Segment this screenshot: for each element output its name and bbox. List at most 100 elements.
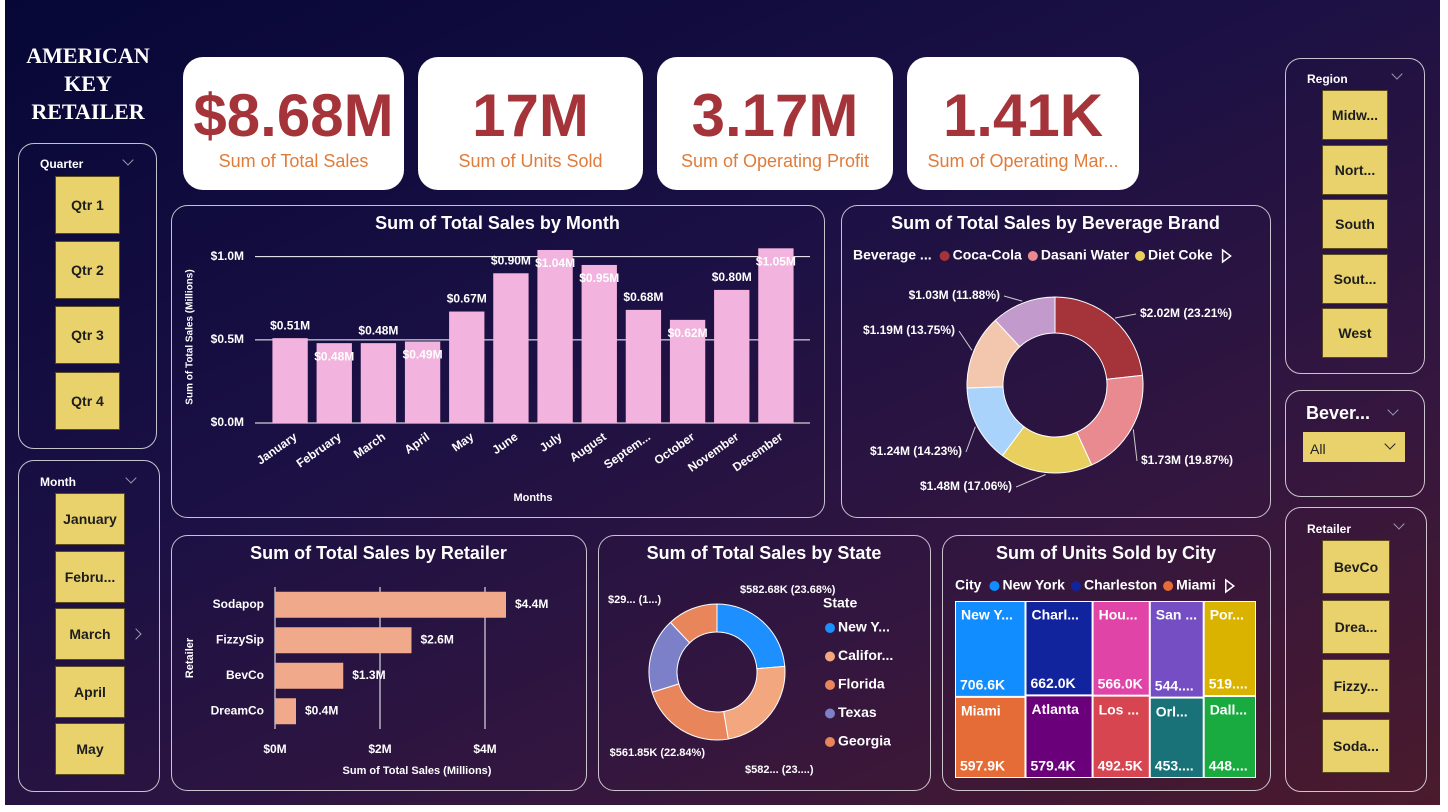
data-label: $0.68M <box>623 290 663 304</box>
kpi-card: 3.17M Sum of Operating Profit <box>657 57 893 190</box>
y-axis-title: Retailer <box>184 637 196 678</box>
kpi-card: $8.68M Sum of Total Sales <box>183 57 404 190</box>
bar <box>625 309 662 423</box>
slicer-button[interactable]: Qtr 3 <box>55 306 120 364</box>
cell-label: Atlanta <box>1031 701 1079 717</box>
slicer-button[interactable]: Nort... <box>1322 145 1388 195</box>
x-tick-label: July <box>537 429 565 454</box>
data-label: $1.05M <box>756 254 796 268</box>
slicer-title: Retailer <box>1307 522 1352 536</box>
bar <box>272 338 308 423</box>
data-label: $0.80M <box>712 270 752 284</box>
slicer-button[interactable]: Drea... <box>1322 600 1390 654</box>
treemap-cell <box>1026 696 1092 777</box>
x-axis-title: Months <box>513 492 552 504</box>
cell-value: 544.... <box>1155 677 1194 693</box>
treemap-cell <box>1150 602 1203 697</box>
data-label: $0.90M <box>491 253 531 267</box>
slicer-title: Quarter <box>40 157 84 171</box>
data-label: $561.85K (22.84%) <box>610 747 706 759</box>
legend-item: Florida <box>838 676 885 692</box>
data-label: $1.19M (13.75%) <box>863 323 955 337</box>
cell-value: 662.0K <box>1030 675 1075 691</box>
cell-value: 492.5K <box>1098 758 1143 774</box>
x-tick-label: $4M <box>473 742 496 756</box>
legend-swatch <box>825 708 835 719</box>
legend-item: Texas <box>838 704 877 720</box>
legend-item: Georgia <box>838 733 891 749</box>
chart-panel <box>942 535 1271 791</box>
title-line: KEY <box>64 71 112 96</box>
data-label: $1.73M (19.87%) <box>1141 453 1233 467</box>
data-label: $0.67M <box>447 292 487 306</box>
kpi-label: Sum of Operating Mar... <box>927 151 1119 171</box>
slicer-button[interactable]: Febru... <box>55 551 125 603</box>
x-tick-label: $2M <box>368 742 391 756</box>
data-label: $1.04M <box>535 256 575 270</box>
legend-swatch <box>825 680 835 690</box>
bar <box>275 591 506 618</box>
slicer-button[interactable]: March <box>55 608 125 660</box>
cell-label: Miami <box>961 703 1001 719</box>
cell-value: 706.6K <box>960 677 1005 693</box>
slicer-button[interactable]: BevCo <box>1322 540 1390 594</box>
slicer-button[interactable]: Sout... <box>1322 254 1388 304</box>
y-axis-title: Sum of Total Sales (Millions) <box>185 269 196 404</box>
data-label: $0.95M <box>579 271 619 285</box>
data-label: $29... (1...) <box>608 594 662 606</box>
cell-label: Dall... <box>1210 702 1247 718</box>
bar <box>758 248 794 423</box>
legend-swatch <box>1163 581 1174 591</box>
bar <box>275 627 412 654</box>
slicer-button[interactable]: Fizzy... <box>1322 659 1390 713</box>
chart-panel <box>841 205 1271 518</box>
donut-slice <box>723 665 786 740</box>
dropdown[interactable]: All <box>1303 432 1405 462</box>
slicer-button[interactable]: West <box>1322 308 1388 358</box>
bar <box>316 343 352 423</box>
x-axis-title: Sum of Total Sales (Millions) <box>343 765 492 777</box>
chart-title: Sum of Units Sold by City <box>996 543 1216 563</box>
slicer-panel <box>1285 507 1427 792</box>
legend-swatch <box>1070 581 1081 591</box>
leader-line <box>1003 295 1023 302</box>
y-tick-label: BevCo <box>226 668 264 682</box>
data-label: $4.4M <box>515 597 548 611</box>
slicer-button[interactable]: Qtr 1 <box>55 176 120 234</box>
slicer-button[interactable]: Soda... <box>1322 719 1390 773</box>
kpi-label: Sum of Units Sold <box>458 151 603 171</box>
kpi-value: $8.68M <box>193 82 394 149</box>
title-line: AMERICAN <box>26 43 150 68</box>
slicer-button[interactable]: Qtr 4 <box>55 372 120 430</box>
legend-title: Beverage ... <box>853 247 932 263</box>
slicer-button[interactable]: April <box>55 666 125 718</box>
y-tick-label: FizzySip <box>216 632 264 646</box>
slicer-button[interactable]: South <box>1322 199 1388 249</box>
cell-label: Orl... <box>1156 703 1188 719</box>
donut-slice <box>651 683 729 741</box>
treemap-cell <box>1204 602 1255 696</box>
slicer-button[interactable]: Qtr 2 <box>55 241 120 299</box>
slicer-panel <box>1285 390 1425 497</box>
data-label: $1.48M (17.06%) <box>920 479 1012 493</box>
bar <box>275 698 296 725</box>
data-label: $2.6M <box>421 632 454 646</box>
x-tick-label: June <box>489 429 520 457</box>
legend-item: Diet Coke <box>1148 247 1213 263</box>
cell-label: Por... <box>1210 607 1244 623</box>
data-label: $2.02M (23.21%) <box>1140 306 1232 320</box>
slicer-button[interactable]: January <box>55 493 125 545</box>
slicer-button[interactable]: Midw... <box>1322 90 1388 140</box>
legend-swatch <box>939 251 950 261</box>
donut-slice <box>669 603 718 644</box>
y-tick-label: Sodapop <box>213 597 264 611</box>
data-label: $0.48M <box>314 349 354 363</box>
cell-label: Charl... <box>1031 607 1078 623</box>
legend-swatch <box>989 581 1000 591</box>
slicer-button[interactable]: May <box>55 723 125 775</box>
donut-slice <box>1054 296 1144 380</box>
slicer-title: Month <box>40 475 76 489</box>
bar <box>669 319 706 423</box>
donut-slice <box>716 603 786 670</box>
data-label: $582.68K (23.68%) <box>740 584 836 596</box>
